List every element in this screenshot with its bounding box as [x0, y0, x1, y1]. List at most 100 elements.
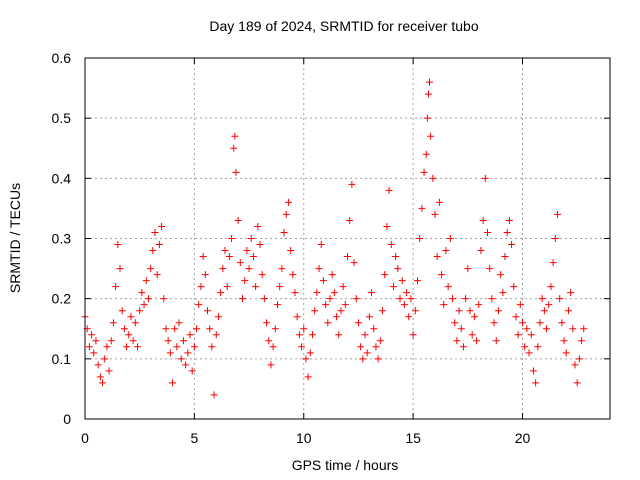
data-point: [348, 180, 356, 188]
data-point: [457, 325, 465, 333]
data-point: [230, 144, 238, 152]
data-point: [569, 325, 577, 333]
data-point: [543, 325, 551, 333]
data-point: [368, 289, 376, 297]
data-point: [449, 295, 456, 303]
data-point: [322, 301, 330, 309]
data-point: [497, 271, 505, 279]
data-point: [459, 343, 467, 351]
data-point: [403, 289, 411, 297]
data-point: [431, 210, 439, 218]
data-point: [175, 319, 183, 327]
tick-labels: 0 0.1 0.2 0.3 0.4 0.5 0.6 0 5 10 15 20: [52, 50, 531, 446]
data-point: [105, 367, 113, 375]
data-point: [374, 355, 382, 363]
data-point: [344, 253, 351, 261]
data-point: [131, 319, 139, 327]
data-point: [494, 307, 502, 315]
data-point: [85, 343, 93, 351]
data-point: [357, 343, 365, 351]
data-point: [438, 271, 446, 279]
data-point: [274, 301, 281, 309]
data-point: [492, 337, 500, 345]
data-point: [573, 379, 581, 387]
data-point: [400, 301, 408, 309]
data-point: [289, 271, 297, 279]
data-point: [136, 307, 144, 315]
plot-frame: [84, 57, 611, 420]
data-point: [466, 307, 474, 315]
data-point: [186, 331, 194, 339]
data-point: [313, 289, 321, 297]
data-point: [372, 343, 380, 351]
data-point: [212, 331, 220, 339]
data-point: [442, 247, 450, 255]
data-point: [96, 373, 104, 381]
data-point: [120, 325, 128, 333]
data-point: [193, 325, 201, 333]
data-point: [488, 295, 496, 303]
data-point: [529, 367, 537, 375]
data-point: [92, 337, 100, 345]
data-point: [228, 235, 236, 242]
data-point: [153, 271, 161, 279]
data-point: [179, 337, 187, 345]
data-point: [424, 90, 432, 98]
data-point: [236, 259, 244, 267]
data-point: [359, 355, 367, 363]
data-point: [88, 331, 96, 339]
data-point: [107, 337, 115, 345]
data-point: [468, 331, 476, 339]
data-point: [396, 295, 404, 303]
data-point: [94, 361, 102, 369]
data-point: [420, 168, 428, 176]
data-point: [389, 283, 397, 291]
data-point: [464, 265, 472, 273]
data-point: [525, 349, 533, 357]
data-points: [81, 78, 588, 399]
data-point: [247, 235, 255, 242]
data-point: [184, 349, 192, 357]
data-point: [551, 235, 559, 242]
data-point: [354, 319, 362, 327]
data-point: [508, 241, 516, 249]
x-tick-label: 15: [405, 430, 421, 446]
data-point: [330, 289, 338, 297]
data-point: [315, 265, 323, 273]
y-tick-label: 0.3: [52, 231, 72, 247]
data-point: [536, 319, 544, 327]
data-point: [405, 313, 413, 321]
data-point: [265, 337, 273, 345]
data-point: [125, 331, 133, 339]
data-point: [394, 265, 402, 273]
data-point: [475, 301, 483, 309]
data-point: [221, 247, 229, 255]
data-point: [134, 343, 141, 351]
data-point: [245, 265, 253, 273]
data-point: [295, 331, 303, 339]
data-point: [554, 210, 561, 218]
x-tick-label: 0: [81, 430, 89, 446]
data-point: [558, 319, 566, 327]
data-point: [190, 343, 198, 351]
data-point: [149, 247, 157, 255]
data-point: [177, 355, 185, 363]
data-point: [201, 271, 209, 279]
data-point: [280, 228, 288, 236]
data-point: [575, 355, 583, 363]
data-point: [346, 216, 354, 224]
data-point: [103, 343, 111, 351]
data-point: [473, 337, 481, 345]
data-point: [166, 349, 174, 357]
data-point: [208, 343, 216, 351]
data-point: [101, 355, 109, 363]
data-point: [158, 222, 166, 230]
data-point: [429, 174, 437, 182]
data-point: [304, 373, 312, 381]
x-tick-label: 5: [190, 430, 198, 446]
data-point: [578, 337, 586, 345]
data-point: [379, 307, 386, 315]
data-point: [501, 253, 509, 261]
data-point: [453, 337, 461, 345]
data-point: [532, 379, 540, 387]
